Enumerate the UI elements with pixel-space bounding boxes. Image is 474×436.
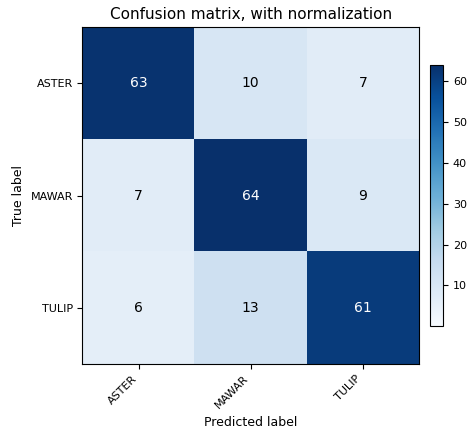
Title: Confusion matrix, with normalization: Confusion matrix, with normalization: [109, 7, 392, 22]
Text: 63: 63: [130, 76, 147, 90]
Text: 7: 7: [134, 188, 143, 202]
Text: 64: 64: [242, 188, 260, 202]
Text: 13: 13: [242, 301, 260, 315]
Text: 6: 6: [134, 301, 143, 315]
Text: 10: 10: [242, 76, 260, 90]
Text: 7: 7: [358, 76, 367, 90]
Text: 61: 61: [354, 301, 372, 315]
Text: 9: 9: [358, 188, 367, 202]
X-axis label: Predicted label: Predicted label: [204, 416, 297, 429]
Y-axis label: True label: True label: [12, 165, 25, 226]
